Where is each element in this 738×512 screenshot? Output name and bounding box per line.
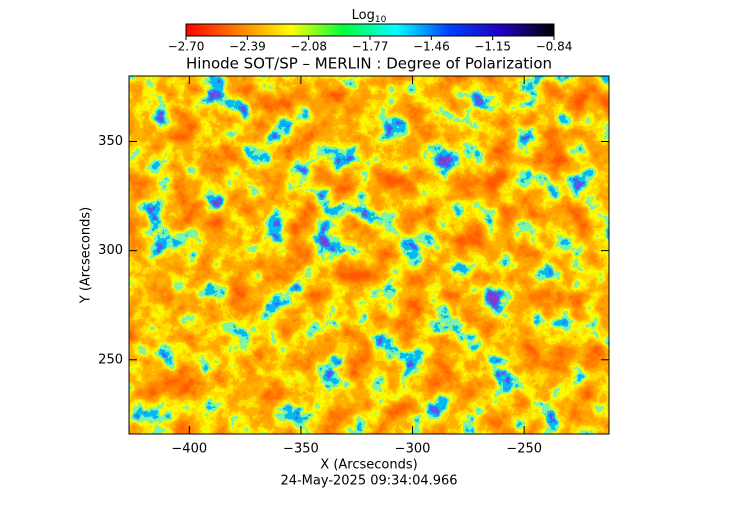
colorbar-title: Log10 <box>352 8 387 25</box>
y-axis-label: Y (Arcseconds) <box>79 207 94 304</box>
colorbar-tick-label: −2.39 <box>229 40 266 54</box>
colorbar <box>185 23 555 37</box>
x-tick-label: −400 <box>171 442 207 457</box>
colorbar-tick-label: −2.08 <box>290 40 327 54</box>
chart-title: Hinode SOT/SP – MERLIN : Degree of Polar… <box>186 55 552 73</box>
y-tick-label: 300 <box>98 243 123 258</box>
footer-date: 24-May-2025 09:34:04.966 <box>280 474 457 489</box>
x-tick-label: −300 <box>395 442 431 457</box>
colorbar-tick-label: −2.70 <box>168 40 205 54</box>
colorbar-tick-label: −0.84 <box>536 40 573 54</box>
x-axis-label: X (Arcseconds) <box>320 458 417 473</box>
colorbar-tick-label: −1.77 <box>352 40 389 54</box>
colorbar-tick-label: −1.46 <box>413 40 450 54</box>
colorbar-tick-label: −1.15 <box>474 40 511 54</box>
plot-frame <box>128 75 610 435</box>
y-tick-label: 250 <box>98 352 123 367</box>
polarization-image <box>129 76 609 434</box>
y-tick-label: 350 <box>98 134 123 149</box>
x-tick-label: −350 <box>283 442 319 457</box>
x-tick-label: −250 <box>506 442 542 457</box>
